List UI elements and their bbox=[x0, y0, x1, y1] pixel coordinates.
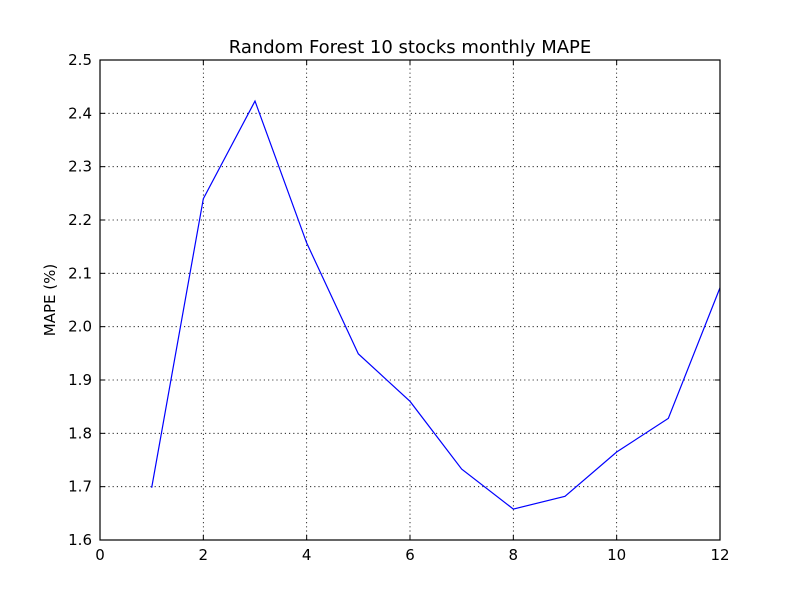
y-tick-label: 2.3 bbox=[68, 158, 92, 176]
y-tick-label: 1.9 bbox=[68, 371, 92, 389]
x-tick-labels: 0 2 4 6 8 10 12 bbox=[95, 546, 729, 564]
y-tick-label: 2.5 bbox=[68, 51, 92, 69]
x-tick-label: 0 bbox=[95, 546, 105, 564]
x-tick-label: 4 bbox=[302, 546, 312, 564]
y-tick-label: 2.4 bbox=[68, 104, 92, 122]
x-tick-label: 10 bbox=[607, 546, 626, 564]
y-tick-label: 1.6 bbox=[68, 531, 92, 549]
x-tick-label: 8 bbox=[509, 546, 519, 564]
y-tick-label: 1.8 bbox=[68, 424, 92, 442]
y-tick-label: 2.0 bbox=[68, 318, 92, 336]
y-axis-label: MAPE (%) bbox=[41, 264, 59, 336]
tick-marks bbox=[99, 59, 721, 541]
series-line bbox=[151, 99, 721, 510]
x-tick-label: 2 bbox=[199, 546, 209, 564]
grid-lines bbox=[99, 59, 721, 541]
series-layer bbox=[151, 99, 721, 510]
x-tick-label: 12 bbox=[710, 546, 729, 564]
chart-title: Random Forest 10 stocks monthly MAPE bbox=[229, 37, 592, 58]
y-tick-label: 2.1 bbox=[68, 264, 92, 282]
y-tick-labels: 1.6 1.7 1.8 1.9 2.0 2.1 2.2 2.3 2.4 2.5 bbox=[68, 51, 92, 549]
x-tick-label: 6 bbox=[405, 546, 415, 564]
y-tick-label: 2.2 bbox=[68, 211, 92, 229]
y-tick-label: 1.7 bbox=[68, 478, 92, 496]
